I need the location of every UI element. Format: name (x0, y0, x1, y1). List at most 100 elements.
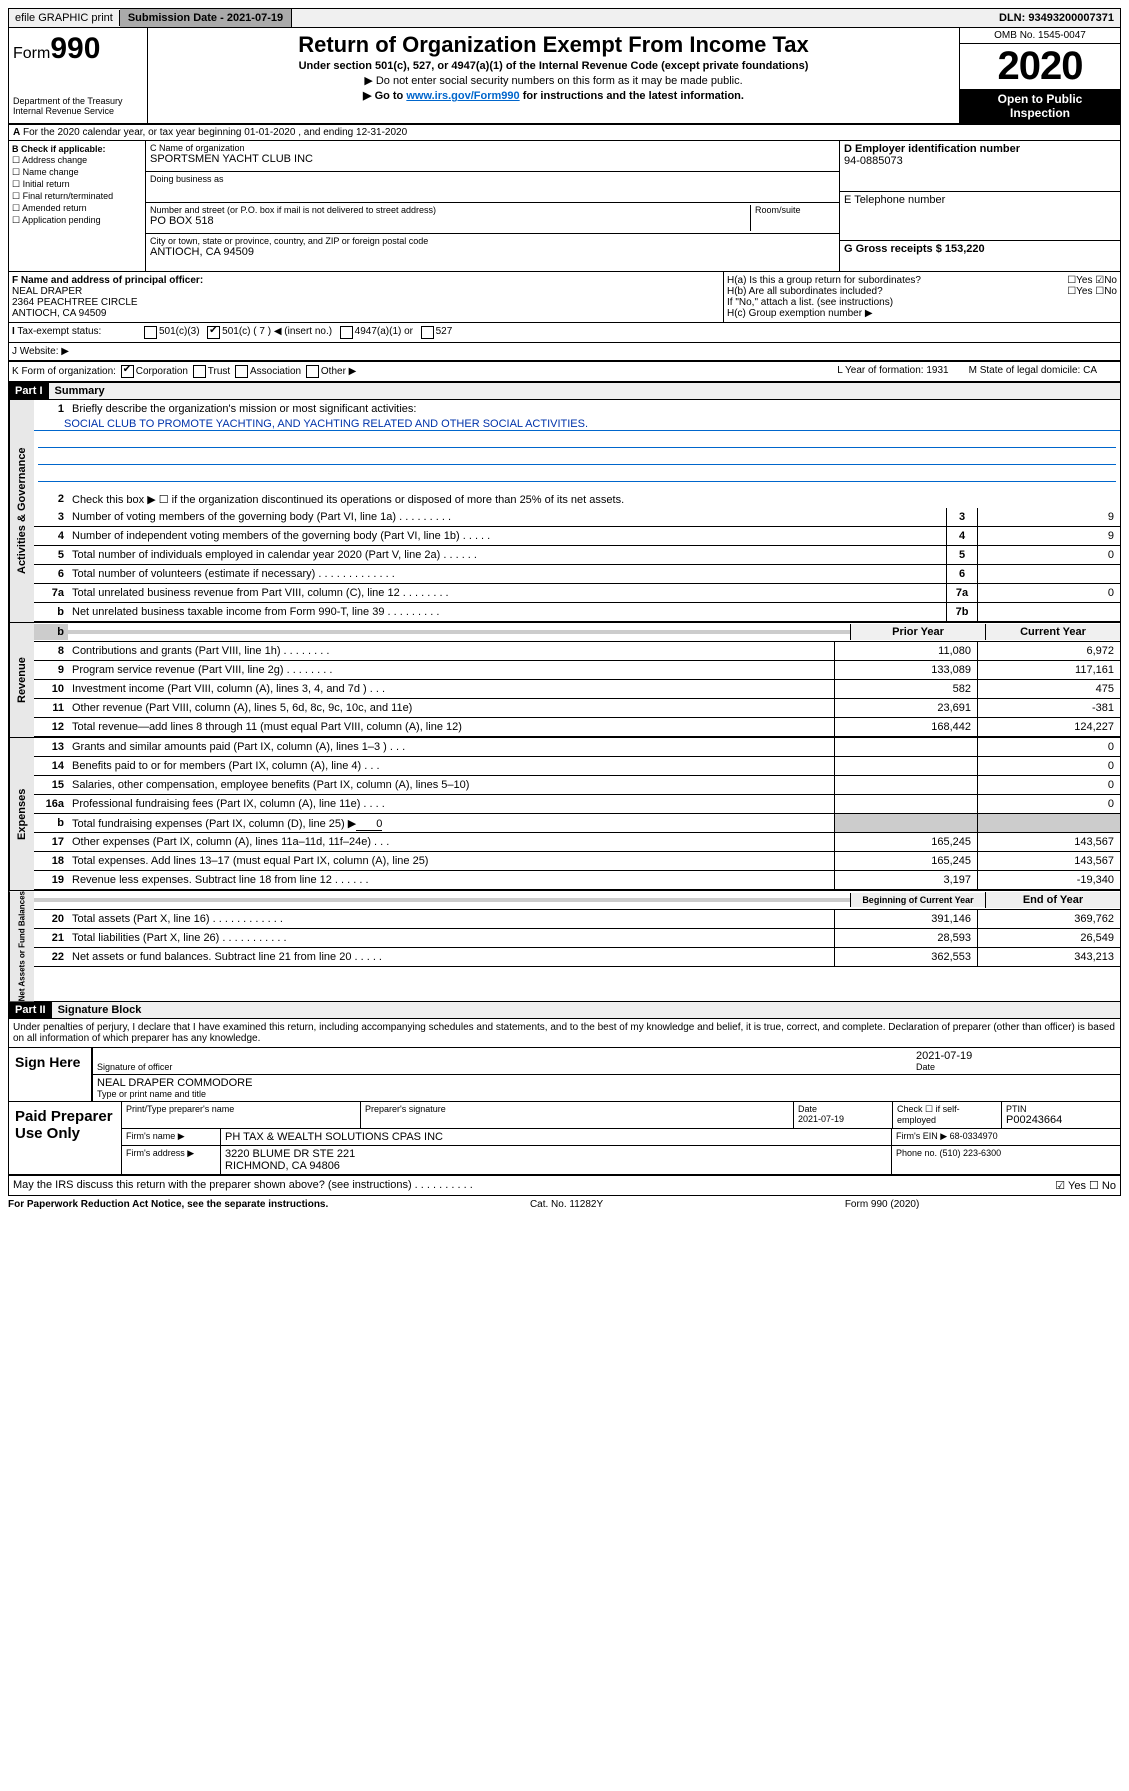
cb-assoc[interactable] (235, 365, 248, 378)
hb-note: If "No," attach a list. (see instruction… (727, 297, 1117, 308)
o-501c3: 501(c)(3) (159, 326, 200, 339)
py9: 133,089 (834, 661, 977, 679)
efile-label: efile GRAPHIC print (9, 10, 120, 26)
chk-name[interactable]: ☐ Name change (12, 167, 142, 178)
l8: Contributions and grants (Part VIII, lin… (68, 643, 834, 659)
self-emp[interactable]: Check ☐ if self-employed (893, 1102, 1002, 1128)
paid-prep-lbl: Paid Preparer Use Only (9, 1102, 121, 1174)
g-gross: G Gross receipts $ 153,220 (840, 241, 1120, 271)
chk-initial[interactable]: ☐ Initial return (12, 179, 142, 190)
cb-trust[interactable] (193, 365, 206, 378)
dba-label: Doing business as (150, 174, 835, 184)
cb-4947[interactable] (340, 326, 353, 339)
prior-year: Prior Year (850, 624, 985, 640)
cy10: 475 (977, 680, 1120, 698)
l16b: Total fundraising expenses (Part IX, col… (68, 815, 834, 832)
v5: 0 (978, 546, 1120, 564)
hb-yn[interactable]: ☐Yes ☐No (1067, 286, 1117, 297)
dln: DLN: 93493200007371 (993, 10, 1120, 26)
prep-name-h: Print/Type preparer's name (126, 1104, 356, 1114)
l16a: Professional fundraising fees (Part IX, … (68, 796, 834, 812)
py10: 582 (834, 680, 977, 698)
m-state: M State of legal domicile: CA (969, 365, 1097, 378)
city: ANTIOCH, CA 94509 (150, 246, 835, 258)
py15 (834, 776, 977, 794)
current-year: Current Year (985, 624, 1120, 640)
irs-link[interactable]: www.irs.gov/Form990 (406, 90, 519, 102)
open-public-2: Inspection (1010, 106, 1070, 120)
eoy: End of Year (985, 892, 1120, 908)
subtitle-1: Under section 501(c), 527, or 4947(a)(1)… (152, 60, 955, 72)
cat-no: Cat. No. 11282Y (530, 1199, 603, 1210)
open-public-1: Open to Public (998, 92, 1083, 106)
form-no: Form 990 (2020) (845, 1199, 919, 1210)
cy13: 0 (977, 738, 1120, 756)
l15: Salaries, other compensation, employee b… (68, 777, 834, 793)
firm-name: PH TAX & WEALTH SOLUTIONS CPAS INC (221, 1129, 892, 1145)
form-title: Return of Organization Exempt From Incom… (152, 32, 955, 58)
l2: Check this box ▶ ☐ if the organization d… (68, 491, 1120, 508)
o-trust: Trust (208, 366, 230, 377)
officer-city: ANTIOCH, CA 94509 (12, 308, 720, 319)
officer-printed: NEAL DRAPER COMMODORE (97, 1077, 1116, 1089)
addr-label: Number and street (or P.O. box if mail i… (150, 205, 750, 215)
cb-501c3[interactable] (144, 326, 157, 339)
cy16: 0 (977, 795, 1120, 813)
l10: Investment income (Part VIII, column (A)… (68, 681, 834, 697)
submission-date-btn[interactable]: Submission Date - 2021-07-19 (120, 9, 292, 27)
l12: Total revenue—add lines 8 through 11 (mu… (68, 719, 834, 735)
cy9: 117,161 (977, 661, 1120, 679)
o-other: Other ▶ (321, 366, 356, 377)
l6: Total number of volunteers (estimate if … (68, 566, 946, 582)
hc: H(c) Group exemption number ▶ (727, 308, 1117, 319)
py14 (834, 757, 977, 775)
part-i-hdr: Part I (9, 383, 49, 399)
ha: H(a) Is this a group return for subordin… (727, 275, 1067, 286)
cy15: 0 (977, 776, 1120, 794)
chk-address[interactable]: ☐ Address change (12, 155, 142, 166)
l3: Number of voting members of the governin… (68, 509, 946, 525)
type-lbl: Type or print name and title (97, 1089, 1116, 1099)
discuss-yn[interactable]: ☑ Yes ☐ No (1055, 1179, 1116, 1192)
f-label: F Name and address of principal officer: (12, 275, 720, 286)
side-gov: Activities & Governance (9, 400, 34, 622)
l14: Benefits paid to or for members (Part IX… (68, 758, 834, 774)
i-label: Tax-exempt status: (17, 326, 101, 337)
room-label: Room/suite (750, 205, 835, 231)
org-name: SPORTSMEN YACHT CLUB INC (150, 153, 835, 165)
prep-date: 2021-07-19 (798, 1114, 888, 1124)
chk-final[interactable]: ☐ Final return/terminated (12, 191, 142, 202)
declaration: Under penalties of perjury, I declare th… (9, 1019, 1120, 1048)
prep-sig-h: Preparer's signature (365, 1104, 789, 1114)
py21: 28,593 (834, 929, 977, 947)
py13 (834, 738, 977, 756)
py12: 168,442 (834, 718, 977, 736)
sign-here: Sign Here (9, 1048, 91, 1101)
form-word: Form (13, 45, 50, 62)
py22: 362,553 (834, 948, 977, 966)
subtitle-2: ▶ Do not enter social security numbers o… (152, 74, 955, 87)
chk-amended[interactable]: ☐ Amended return (12, 203, 142, 214)
l-year: L Year of formation: 1931 (837, 365, 948, 378)
cb-other[interactable] (306, 365, 319, 378)
ha-yn[interactable]: ☐Yes ☑No (1067, 275, 1117, 286)
cb-501c[interactable] (207, 326, 220, 339)
py20: 391,146 (834, 910, 977, 928)
v4: 9 (978, 527, 1120, 545)
l20: Total assets (Part X, line 16) . . . . .… (68, 911, 834, 927)
cb-corp[interactable] (121, 365, 134, 378)
l19: Revenue less expenses. Subtract line 18 … (68, 872, 834, 888)
l7b: Net unrelated business taxable income fr… (68, 604, 946, 620)
cb-527[interactable] (421, 326, 434, 339)
discuss-txt: May the IRS discuss this return with the… (13, 1179, 1055, 1192)
officer-addr: 2364 PEACHTREE CIRCLE (12, 297, 720, 308)
firm-name-lbl: Firm's name ▶ (122, 1129, 221, 1145)
o-assoc: Association (250, 366, 301, 377)
o-501c: 501(c) ( 7 ) ◀ (insert no.) (222, 326, 332, 339)
row-a: A For the 2020 calendar year, or tax yea… (9, 125, 1120, 141)
py11: 23,691 (834, 699, 977, 717)
chk-pending[interactable]: ☐ Application pending (12, 215, 142, 226)
l13: Grants and similar amounts paid (Part IX… (68, 739, 834, 755)
cy22: 343,213 (977, 948, 1120, 966)
side-net: Net Assets or Fund Balances (9, 891, 34, 1001)
